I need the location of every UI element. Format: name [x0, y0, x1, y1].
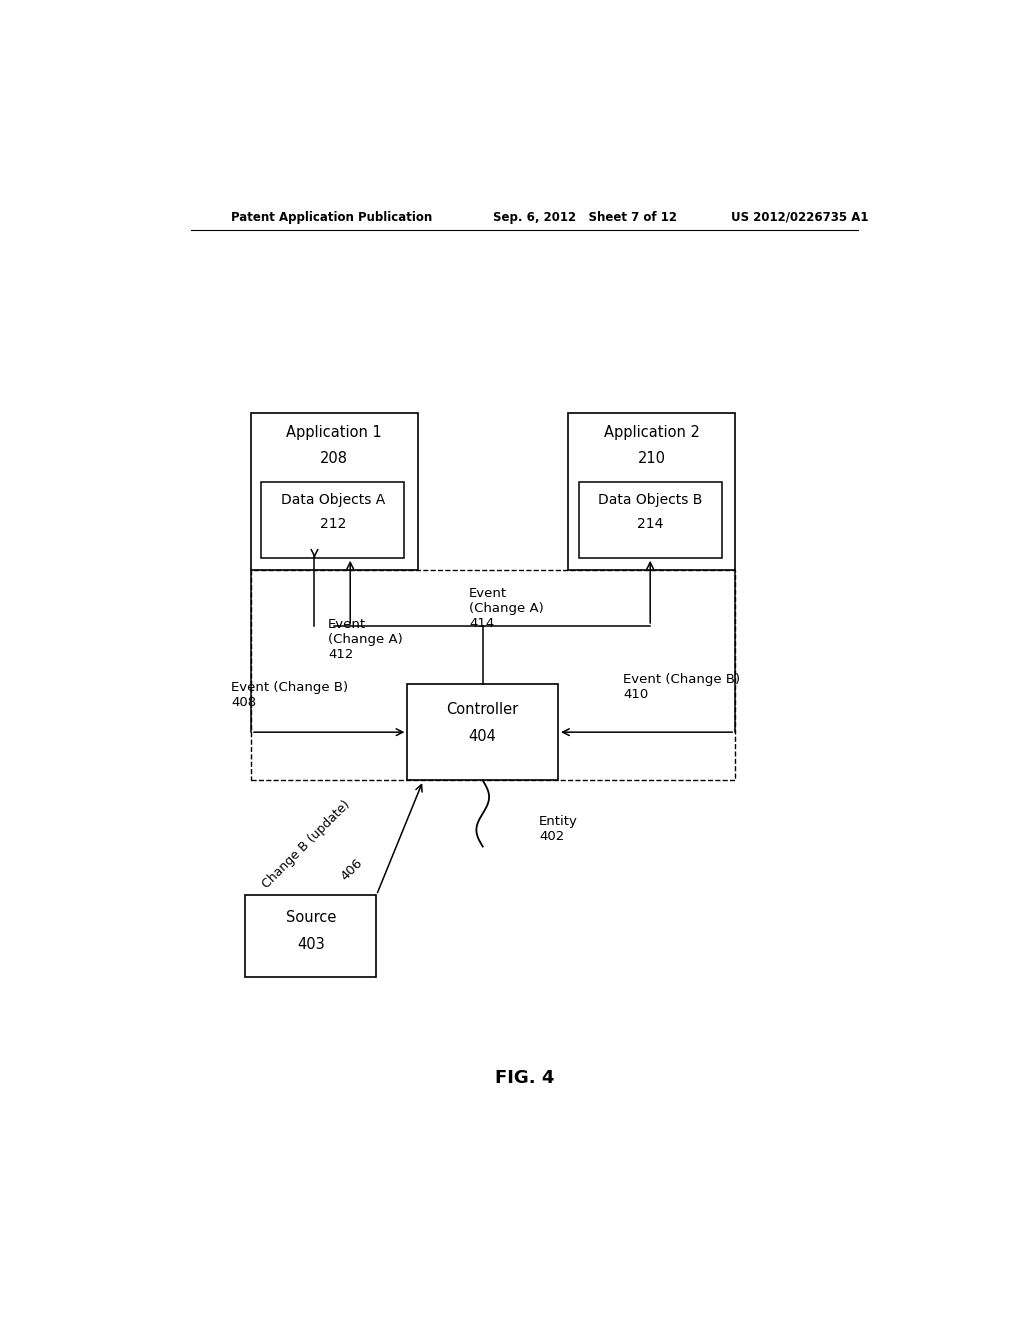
- Text: Event
(Change A)
414: Event (Change A) 414: [469, 587, 544, 630]
- FancyBboxPatch shape: [568, 412, 735, 570]
- FancyBboxPatch shape: [261, 482, 404, 558]
- FancyBboxPatch shape: [579, 482, 722, 558]
- Text: 210: 210: [638, 450, 666, 466]
- Text: Data Objects B: Data Objects B: [598, 492, 702, 507]
- Text: Event (Change B)
410: Event (Change B) 410: [624, 673, 740, 701]
- Text: Change B (update): Change B (update): [260, 799, 353, 891]
- Text: US 2012/0226735 A1: US 2012/0226735 A1: [731, 211, 868, 224]
- FancyBboxPatch shape: [246, 895, 377, 977]
- Text: Event
(Change A)
412: Event (Change A) 412: [328, 618, 402, 660]
- Text: 404: 404: [469, 729, 497, 744]
- Text: Application 2: Application 2: [604, 425, 699, 441]
- Text: 406: 406: [338, 857, 366, 883]
- Text: 214: 214: [637, 517, 664, 532]
- Text: FIG. 4: FIG. 4: [496, 1069, 554, 1088]
- FancyBboxPatch shape: [251, 570, 735, 780]
- Text: Sep. 6, 2012   Sheet 7 of 12: Sep. 6, 2012 Sheet 7 of 12: [494, 211, 677, 224]
- Text: 208: 208: [321, 450, 348, 466]
- Text: 212: 212: [319, 517, 346, 532]
- Text: Entity
402: Entity 402: [539, 816, 578, 843]
- Text: Patent Application Publication: Patent Application Publication: [231, 211, 432, 224]
- Text: Application 1: Application 1: [287, 425, 382, 441]
- Text: 403: 403: [297, 937, 325, 952]
- Text: Source: Source: [286, 911, 336, 925]
- FancyBboxPatch shape: [251, 412, 418, 570]
- Text: Event (Change B)
408: Event (Change B) 408: [231, 681, 348, 709]
- Text: Data Objects A: Data Objects A: [281, 492, 385, 507]
- FancyBboxPatch shape: [408, 684, 558, 780]
- Text: Controller: Controller: [446, 702, 519, 717]
